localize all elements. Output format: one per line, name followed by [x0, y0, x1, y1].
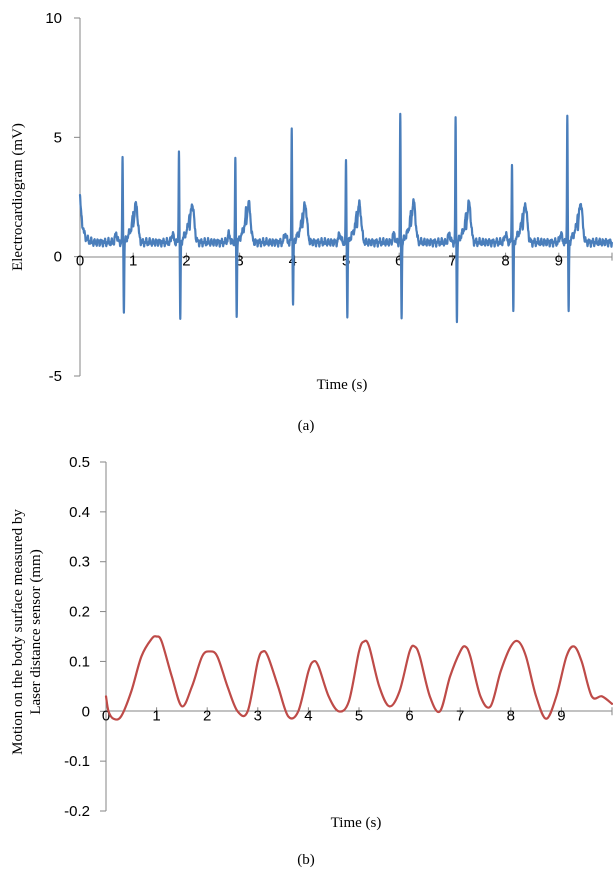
motion-x-tick-label-3: 3 [254, 707, 262, 724]
motion-y-tick-label-5: 0 [82, 703, 90, 720]
motion-x-tick-label-7: 7 [456, 707, 464, 724]
motion-panel-label: (b) [297, 852, 315, 868]
motion-x-tick-label-8: 8 [507, 707, 515, 724]
motion-x-tick-label-1: 1 [152, 707, 160, 724]
motion-x-tick-label-2: 2 [203, 707, 211, 724]
ecg-y-tick-label-0: -5 [49, 368, 62, 385]
motion-x-tick-labels: 0 1 2 3 4 5 6 7 8 9 [102, 707, 566, 724]
motion-y-axis-title-line2: Laser distance sensor (mm) [28, 549, 44, 714]
motion-x-tick-marks [105, 707, 613, 716]
motion-y-axis-title: Motion on the body surface measured by L… [10, 509, 44, 755]
ecg-series-line [78, 112, 613, 324]
ecg-y-tick-label-3: 10 [45, 10, 62, 27]
ecg-x-tick-label-2: 2 [182, 253, 190, 270]
motion-y-tick-label-6: -0.1 [64, 753, 90, 770]
ecg-y-axis-title: Electrocardiogram (mV) [10, 123, 26, 271]
motion-y-tick-marks [100, 461, 106, 812]
ecg-y-tick-labels: -5 0 5 10 [45, 10, 62, 385]
ecg-x-tick-label-1: 1 [129, 253, 137, 270]
motion-y-tick-label-1: 0.4 [69, 504, 90, 521]
ecg-panel-label: (a) [298, 418, 315, 434]
motion-x-tick-label-0: 0 [102, 707, 110, 724]
motion-x-axis-title: Time (s) [331, 815, 382, 831]
motion-x-tick-label-5: 5 [355, 707, 363, 724]
ecg-x-tick-label-8: 8 [501, 253, 509, 270]
ecg-x-tick-label-6: 6 [395, 253, 403, 270]
ecg-y-tick-label-2: 5 [54, 129, 62, 146]
motion-x-tick-label-6: 6 [405, 707, 413, 724]
ecg-x-axis-title: Time (s) [317, 377, 368, 393]
ecg-x-tick-label-0: 0 [76, 253, 84, 270]
motion-series-line [104, 635, 613, 721]
ecg-y-tick-marks [74, 17, 80, 377]
motion-y-tick-label-0: 0.5 [69, 454, 90, 471]
motion-y-tick-label-7: -0.2 [64, 803, 90, 820]
ecg-x-tick-label-7: 7 [448, 253, 456, 270]
ecg-x-tick-label-9: 9 [555, 253, 563, 270]
motion-y-tick-label-4: 0.1 [69, 653, 90, 670]
motion-x-tick-label-9: 9 [557, 707, 565, 724]
motion-x-tick-label-4: 4 [304, 707, 312, 724]
motion-y-tick-labels: 0.5 0.4 0.3 0.2 0.1 0 -0.1 -0.2 [64, 454, 90, 820]
motion-y-tick-label-2: 0.3 [69, 554, 90, 571]
ecg-y-tick-label-1: 0 [54, 249, 62, 266]
ecg-x-tick-label-3: 3 [235, 253, 243, 270]
motion-y-axis-title-line1: Motion on the body surface measured by [10, 509, 26, 755]
motion-chart: 0.5 0.4 0.3 0.2 0.1 0 -0.1 -0.2 0 1 2 3 4 5 6 7 8 9 Time… [10, 454, 613, 868]
motion-y-tick-label-3: 0.2 [69, 604, 90, 621]
